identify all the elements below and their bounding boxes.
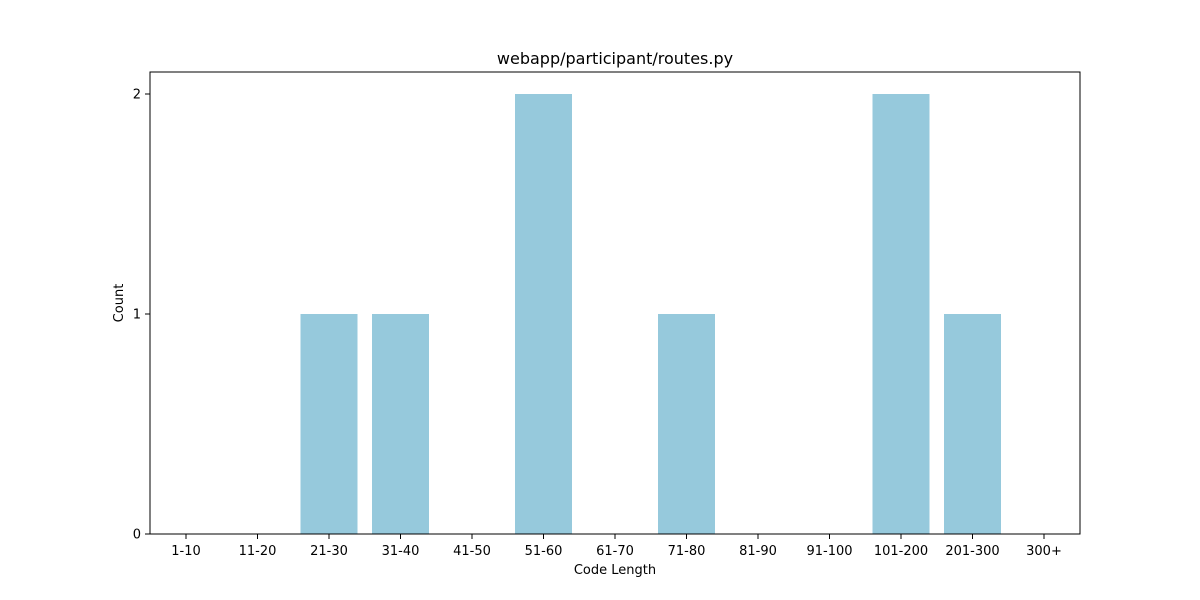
x-tick-label: 21-30 (310, 544, 348, 559)
x-tick-label: 300+ (1026, 544, 1062, 559)
plot-frame (149, 71, 1081, 535)
x-tick-label: 61-70 (596, 544, 634, 559)
x-tick-label: 41-50 (453, 544, 491, 559)
chart-title: webapp/participant/routes.py (497, 49, 733, 68)
y-tick-label: 2 (133, 88, 141, 103)
x-tick-label: 11-20 (239, 544, 277, 559)
y-axis-title: Count (112, 284, 127, 323)
y-tick-label: 1 (133, 308, 141, 323)
x-axis-title: Code Length (574, 563, 656, 578)
x-axis: 1-10 11-20 21-30 31-40 41-50 51-60 61-70 71-80 8… (171, 534, 1062, 559)
bar-21-30 (300, 314, 358, 534)
x-tick-label: 71-80 (668, 544, 706, 559)
y-tick-label: 0 (133, 528, 141, 543)
y-axis: 0 1 2 (133, 88, 150, 543)
bar-51-60 (515, 94, 572, 534)
bar-101-200 (872, 94, 930, 534)
x-tick-label: 1-10 (171, 544, 201, 559)
bar-31-40 (372, 314, 429, 534)
x-tick-label: 51-60 (525, 544, 563, 559)
bar-201-300 (944, 314, 1001, 534)
x-tick-label: 91-100 (806, 544, 852, 559)
x-tick-label: 201-300 (945, 544, 999, 559)
bar-71-80 (658, 314, 715, 534)
x-tick-label: 31-40 (382, 544, 420, 559)
x-tick-label: 101-200 (874, 544, 928, 559)
bars-layer (300, 94, 1001, 534)
x-tick-label: 81-90 (739, 544, 777, 559)
